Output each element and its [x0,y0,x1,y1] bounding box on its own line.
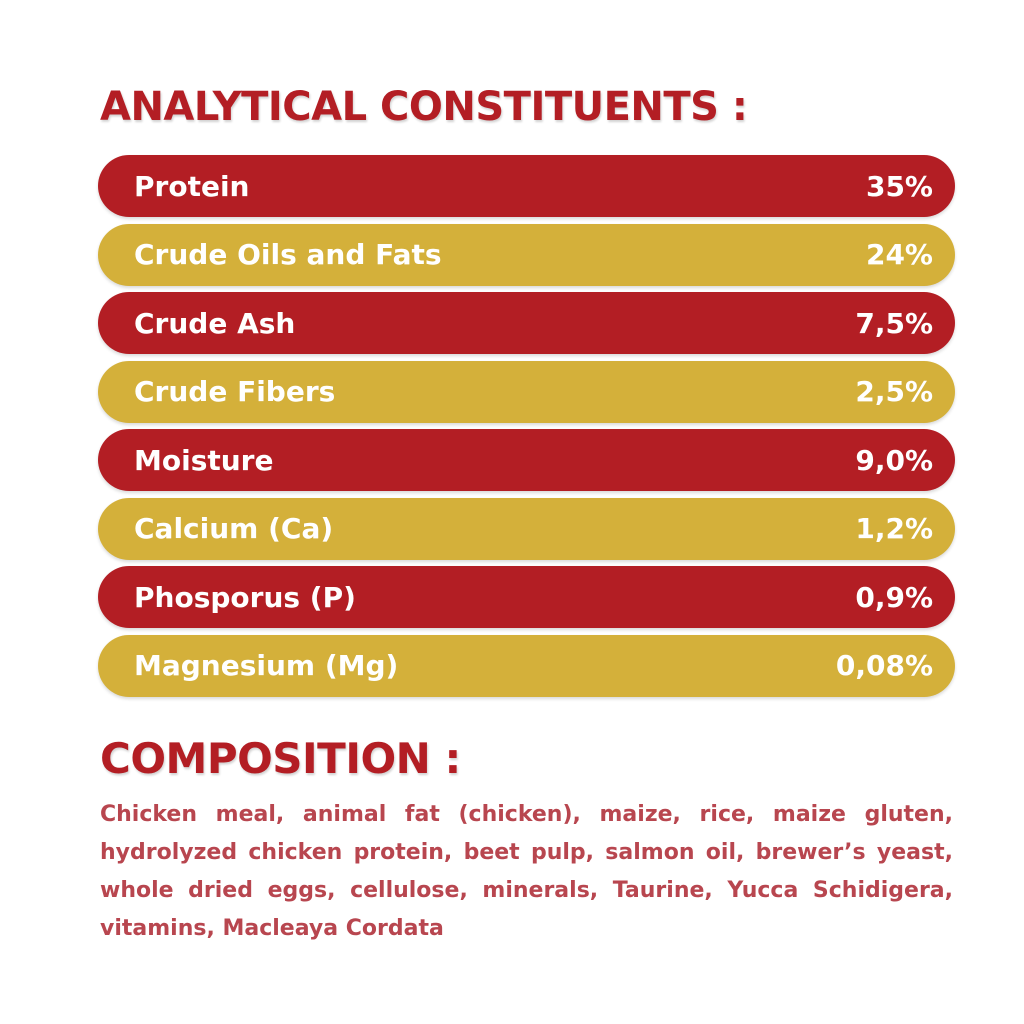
constituent-label: Calcium (Ca) [134,512,334,545]
section-title: ANALYTICAL CONSTITUENTS : [100,84,748,130]
section-title: COMPOSITION : [100,734,461,783]
constituent-label: Crude Oils and Fats [134,238,442,271]
constituent-row: Moisture 9,0% [98,429,955,491]
constituent-value: 0,08% [835,649,933,682]
constituent-value: 2,5% [855,375,933,408]
composition-text: Chicken meal, animal fat (chicken), maiz… [100,802,953,941]
constituent-row: Crude Fibers 2,5% [98,360,955,423]
constituent-row: Phosporus (P) 0,9% [98,566,955,628]
constituent-label: Protein [134,169,250,203]
constituent-label: Magnesium (Mg) [134,649,399,682]
constituents-list: Protein 35% Crude Oils and Fats 24% Crude As… [98,155,955,703]
constituent-value: 9,0% [855,443,933,477]
constituent-value: 0,9% [855,580,933,614]
constituent-value: 35% [865,169,933,203]
constituent-label: Moisture [134,443,274,477]
constituent-row: Protein 35% [98,155,955,217]
constituent-value: 24% [865,238,933,271]
constituent-value: 7,5% [855,306,933,340]
constituent-value: 1,2% [855,512,933,545]
constituent-row: Magnesium (Mg) 0,08% [98,634,955,697]
constituent-label: Crude Fibers [134,375,336,408]
constituent-row: Crude Ash 7,5% [98,292,955,354]
constituent-label: Phosporus (P) [134,580,356,614]
constituent-row: Calcium (Ca) 1,2% [98,497,955,560]
constituent-label: Crude Ash [134,306,296,340]
constituent-row: Crude Oils and Fats 24% [98,223,955,286]
